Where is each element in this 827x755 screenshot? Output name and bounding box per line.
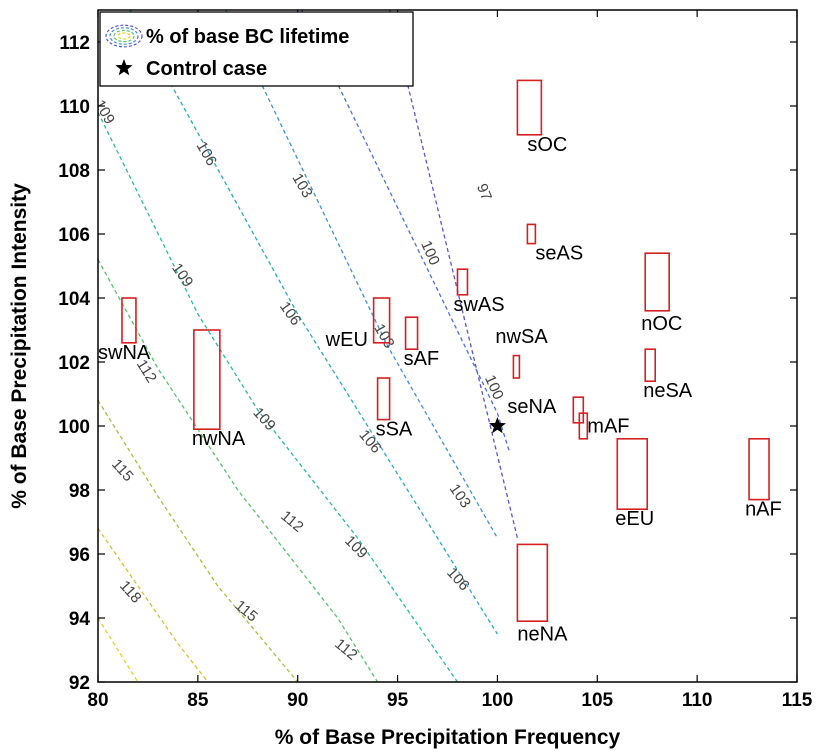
y-axis-title: % of Base Precipitation Intensity bbox=[8, 183, 31, 509]
contour-lines: 9710010010310310310610610610610910910910… bbox=[91, 10, 519, 682]
legend: % of base BC lifetime Control case bbox=[99, 11, 414, 87]
region-box-seNA bbox=[572, 396, 585, 424]
region-label-sSA: sSA bbox=[376, 419, 413, 441]
y-tick-label: 108 bbox=[58, 161, 90, 182]
contour-line-103 bbox=[225, 10, 498, 539]
region-label-neSA: neSA bbox=[643, 380, 693, 402]
legend-box bbox=[99, 11, 414, 87]
contour-label: 109 bbox=[91, 97, 118, 127]
contour-label: 103 bbox=[289, 171, 316, 201]
region-box-sSA bbox=[376, 377, 391, 421]
contour-label: 115 bbox=[232, 597, 261, 625]
y-tick-label: 92 bbox=[69, 673, 90, 694]
region-label-nwNA: nwNA bbox=[192, 428, 246, 450]
region-box-mAF bbox=[578, 412, 589, 440]
contour-line-118 bbox=[98, 528, 209, 682]
contour-legend-icon bbox=[105, 24, 143, 48]
region-box-nwNA bbox=[193, 329, 221, 430]
region-label-swAS: swAS bbox=[453, 294, 504, 316]
region-label-seNA: seNA bbox=[507, 396, 557, 418]
y-tick-label: 102 bbox=[58, 353, 90, 374]
plot-frame bbox=[97, 9, 798, 683]
y-tick-label: 112 bbox=[59, 33, 90, 54]
contour-label: 112 bbox=[331, 635, 360, 663]
x-axis-title: % of Base Precipitation Frequency bbox=[275, 726, 621, 749]
contour-label: 103 bbox=[446, 481, 474, 511]
contour-line-106 bbox=[129, 10, 498, 635]
region-box-sOC bbox=[516, 79, 543, 136]
region-box-nAF bbox=[748, 437, 770, 501]
region-label-swNA: swNA bbox=[98, 342, 151, 364]
region-label-eEU: eEU bbox=[615, 508, 654, 530]
contour-label: 106 bbox=[276, 299, 304, 329]
x-tick-label: 100 bbox=[482, 690, 514, 711]
star-icon bbox=[115, 59, 133, 76]
contour-label: 100 bbox=[417, 238, 443, 268]
y-tick-label: 100 bbox=[58, 417, 90, 438]
region-label-sOC: sOC bbox=[527, 134, 567, 156]
y-tick-label: 110 bbox=[59, 97, 90, 118]
region-label-wEU: wEU bbox=[325, 329, 368, 351]
x-tick-label: 105 bbox=[581, 690, 613, 711]
contour-label: 97 bbox=[473, 181, 495, 203]
y-tick-label: 106 bbox=[58, 225, 90, 246]
y-tick-label: 104 bbox=[58, 289, 90, 310]
contour-line-112 bbox=[98, 259, 379, 682]
contour-line-115 bbox=[98, 400, 299, 682]
region-label-neNA: neNA bbox=[517, 623, 568, 645]
x-tick-label: 85 bbox=[187, 690, 209, 711]
x-tick-label: 110 bbox=[682, 690, 713, 711]
region-box-seAS bbox=[526, 223, 537, 245]
region-box-nOC bbox=[644, 252, 670, 312]
region-label-nAF: nAF bbox=[745, 499, 782, 521]
contour-line-109 bbox=[98, 112, 459, 682]
legend-label-contours: % of base BC lifetime bbox=[146, 26, 349, 48]
contour-label: 118 bbox=[116, 577, 145, 606]
region-box-neNA bbox=[516, 543, 549, 623]
region-box-neSA bbox=[644, 348, 657, 383]
contour-label: 109 bbox=[249, 404, 278, 434]
x-tick-label: 80 bbox=[87, 690, 108, 711]
control-case-marker bbox=[488, 417, 506, 434]
region-box-swAS bbox=[456, 268, 469, 296]
contour-line-97 bbox=[388, 10, 519, 539]
region-label-sAF: sAF bbox=[404, 348, 440, 370]
contour-line-121 bbox=[98, 617, 139, 682]
contour-label: 115 bbox=[108, 456, 137, 485]
region-label-mAF: mAF bbox=[587, 415, 629, 437]
x-tick-label: 90 bbox=[287, 690, 308, 711]
region-label-nwSA: nwSA bbox=[495, 326, 548, 348]
y-tick-label: 94 bbox=[69, 609, 91, 630]
y-tick-label: 96 bbox=[69, 545, 90, 566]
contour-line-100 bbox=[301, 10, 511, 452]
region-box-sAF bbox=[404, 316, 419, 351]
contour-label: 109 bbox=[341, 532, 371, 562]
contour-label: 100 bbox=[481, 372, 507, 402]
region-boxes: sOC seAS swAS nOC swNA wEU sAF nwSA neSA nwNA sSA s… bbox=[98, 79, 782, 645]
region-box-nwSA bbox=[512, 354, 521, 379]
contour-label: 109 bbox=[168, 260, 196, 290]
contour-label: 103 bbox=[370, 321, 397, 351]
region-label-seAS: seAS bbox=[535, 243, 583, 265]
region-box-eEU bbox=[616, 437, 649, 510]
contour-label: 112 bbox=[277, 507, 306, 535]
region-box-swNA bbox=[121, 297, 137, 344]
region-label-nOC: nOC bbox=[641, 313, 682, 335]
region-box-wEU bbox=[372, 297, 391, 344]
axes: 80 85 90 95 100 105 110 115 92 94 96 98 100 102 104 106… bbox=[8, 9, 813, 749]
x-tick-label: 95 bbox=[387, 690, 409, 711]
legend-label-control: Control case bbox=[146, 58, 267, 80]
y-tick-label: 98 bbox=[69, 481, 90, 502]
contour-label: 106 bbox=[443, 564, 472, 594]
x-tick-label: 115 bbox=[782, 690, 813, 711]
